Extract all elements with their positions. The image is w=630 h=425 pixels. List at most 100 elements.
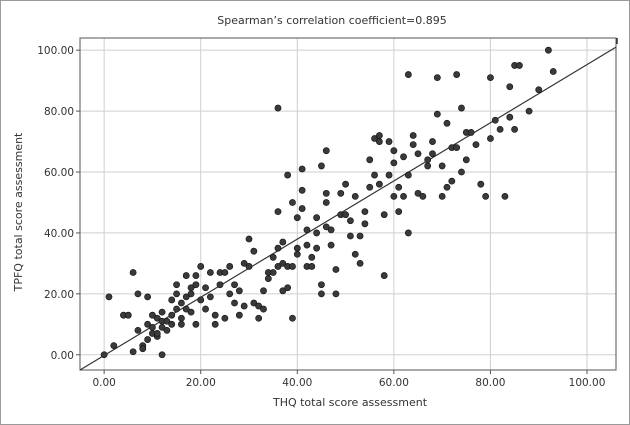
data-point: [158, 351, 166, 359]
data-point: [289, 263, 296, 270]
data-point: [245, 263, 253, 270]
data-point: [380, 211, 388, 219]
y-tick-label: 100.00: [37, 45, 74, 57]
data-point: [289, 314, 296, 322]
data-point: [163, 327, 171, 334]
data-point: [129, 269, 137, 276]
data-point: [192, 281, 200, 289]
data-point: [274, 244, 282, 252]
data-point: [303, 226, 311, 234]
data-point: [274, 263, 282, 270]
data-point: [274, 208, 282, 216]
x-tick-label: 0.00: [92, 377, 115, 389]
data-point: [197, 296, 205, 304]
data-point: [216, 281, 224, 289]
data-point: [260, 305, 267, 313]
data-point: [501, 192, 509, 200]
data-point: [182, 272, 190, 279]
data-point: [443, 119, 451, 127]
data-point: [144, 320, 152, 328]
data-point: [250, 299, 258, 307]
data-point: [342, 180, 349, 188]
data-point: [284, 284, 292, 292]
x-tick-label: 60.00: [379, 377, 409, 389]
data-point: [361, 220, 369, 228]
data-point: [438, 192, 446, 200]
data-point: [149, 323, 156, 331]
data-point: [404, 171, 412, 179]
data-point: [404, 71, 412, 78]
data-point: [409, 132, 417, 139]
data-point: [318, 281, 325, 289]
data-point: [173, 290, 180, 298]
data-point: [187, 308, 195, 316]
data-point: [206, 269, 214, 276]
data-point: [303, 241, 311, 249]
data-point: [322, 147, 330, 155]
data-point: [293, 244, 301, 252]
data-point: [100, 351, 108, 359]
data-point: [187, 290, 195, 298]
data-point: [293, 250, 301, 258]
data-point: [506, 113, 514, 121]
y-axis-label: TPFQ total score assessment: [12, 132, 25, 292]
data-point: [390, 159, 398, 167]
data-point: [424, 156, 432, 164]
x-tick-label: 40.00: [282, 377, 312, 389]
data-point: [168, 320, 176, 328]
data-point: [313, 229, 321, 237]
data-point: [153, 314, 161, 322]
x-tick-label: 20.00: [186, 377, 216, 389]
data-point: [549, 68, 557, 75]
data-point: [182, 305, 190, 313]
data-point: [202, 305, 209, 313]
data-point: [400, 192, 407, 200]
data-point: [158, 308, 166, 316]
data-point: [516, 62, 523, 69]
data-point: [544, 46, 552, 54]
data-point: [182, 293, 190, 301]
data-point: [467, 129, 475, 136]
data-point: [105, 293, 113, 301]
y-tick-label: 40.00: [44, 228, 74, 240]
data-point: [347, 217, 354, 225]
data-point: [226, 263, 234, 270]
data-point: [187, 284, 195, 292]
data-point: [429, 138, 436, 145]
data-point: [487, 135, 494, 142]
data-point: [327, 241, 335, 249]
data-point: [168, 296, 176, 304]
data-point: [221, 314, 229, 322]
data-point: [192, 272, 200, 279]
data-point: [178, 320, 185, 328]
data-point: [255, 302, 263, 310]
data-point: [511, 125, 518, 133]
data-point: [347, 232, 354, 240]
data-point: [134, 290, 142, 298]
data-point: [371, 171, 378, 179]
data-point: [385, 138, 393, 145]
data-point: [366, 183, 374, 191]
chart-title: Spearman’s correlation coefficient=0.895: [217, 14, 447, 27]
data-point: [496, 125, 504, 133]
data-point: [535, 86, 543, 94]
data-point: [308, 253, 316, 261]
data-point: [443, 183, 451, 191]
data-point: [298, 186, 306, 194]
data-point: [371, 135, 378, 142]
data-point: [202, 284, 209, 292]
data-point: [308, 263, 316, 270]
data-point: [221, 269, 229, 276]
data-point: [318, 162, 325, 170]
data-point: [279, 259, 287, 267]
data-point: [400, 153, 407, 161]
data-point: [211, 320, 219, 328]
y-tick-label: 80.00: [44, 106, 74, 118]
data-point: [458, 168, 465, 176]
data-point: [206, 293, 214, 301]
data-point: [279, 238, 287, 246]
data-point: [110, 342, 118, 350]
data-point: [429, 150, 436, 158]
data-point: [240, 259, 248, 267]
